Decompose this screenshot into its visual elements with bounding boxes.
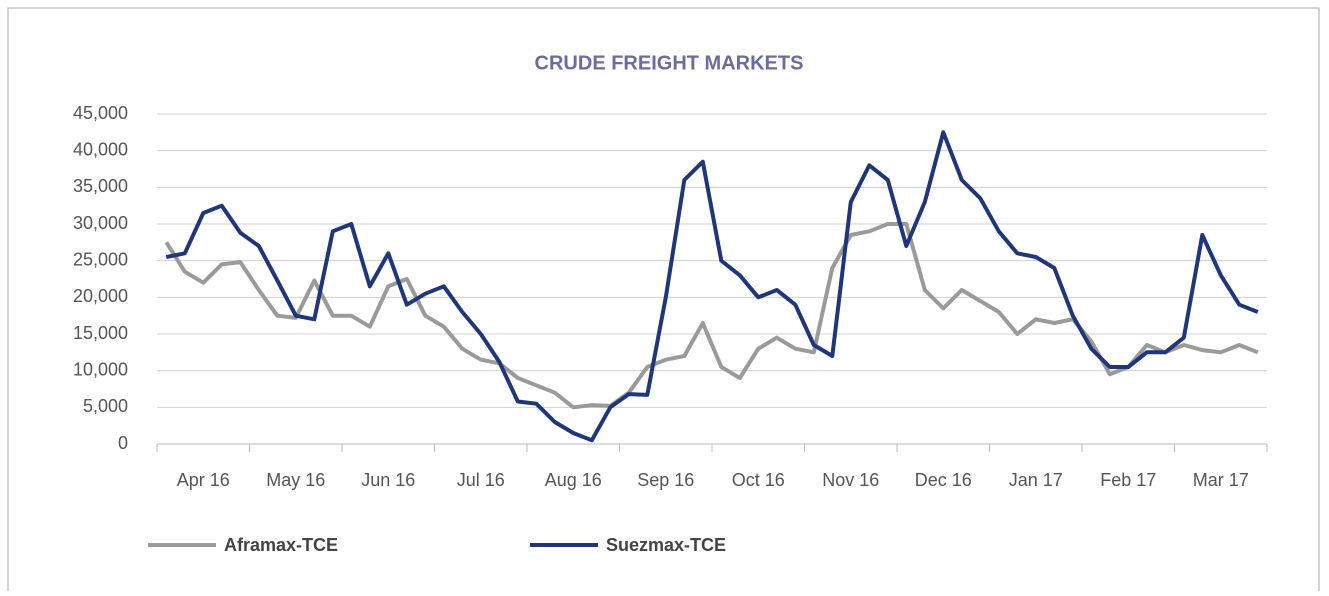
chart-border: [7, 7, 1320, 596]
x-tick-label: Sep 16: [637, 470, 694, 490]
y-tick-label: 10,000: [73, 359, 128, 379]
y-tick-label: 45,000: [73, 103, 128, 123]
y-tick-label: 20,000: [73, 286, 128, 306]
y-tick-label: 15,000: [73, 323, 128, 343]
series-line: [165, 130, 1259, 443]
x-tick-label: Aug 16: [545, 470, 602, 490]
x-tick-label: Apr 16: [177, 470, 230, 490]
x-tick-label: Nov 16: [822, 470, 879, 490]
x-tick-label: Jan 17: [1009, 470, 1063, 490]
x-tick-label: Jun 16: [361, 470, 415, 490]
x-tick-label: Jul 16: [457, 470, 505, 490]
x-tick-label: Feb 17: [1100, 470, 1156, 490]
y-tick-label: 40,000: [73, 139, 128, 159]
y-tick-label: 25,000: [73, 249, 128, 269]
legend-label: Suezmax-TCE: [606, 535, 726, 555]
chart-title: CRUDE FREIGHT MARKETS: [535, 52, 804, 74]
y-tick-label: 30,000: [73, 213, 128, 233]
x-tick-label: May 16: [266, 470, 325, 490]
y-tick-label: 35,000: [73, 176, 128, 196]
y-tick-label: 5,000: [83, 396, 128, 416]
x-tick-label: Dec 16: [915, 470, 972, 490]
y-tick-label: 0: [118, 433, 128, 453]
x-tick-label: Mar 17: [1193, 470, 1249, 490]
x-tick-label: Oct 16: [732, 470, 785, 490]
legend-label: Aframax-TCE: [224, 535, 338, 555]
